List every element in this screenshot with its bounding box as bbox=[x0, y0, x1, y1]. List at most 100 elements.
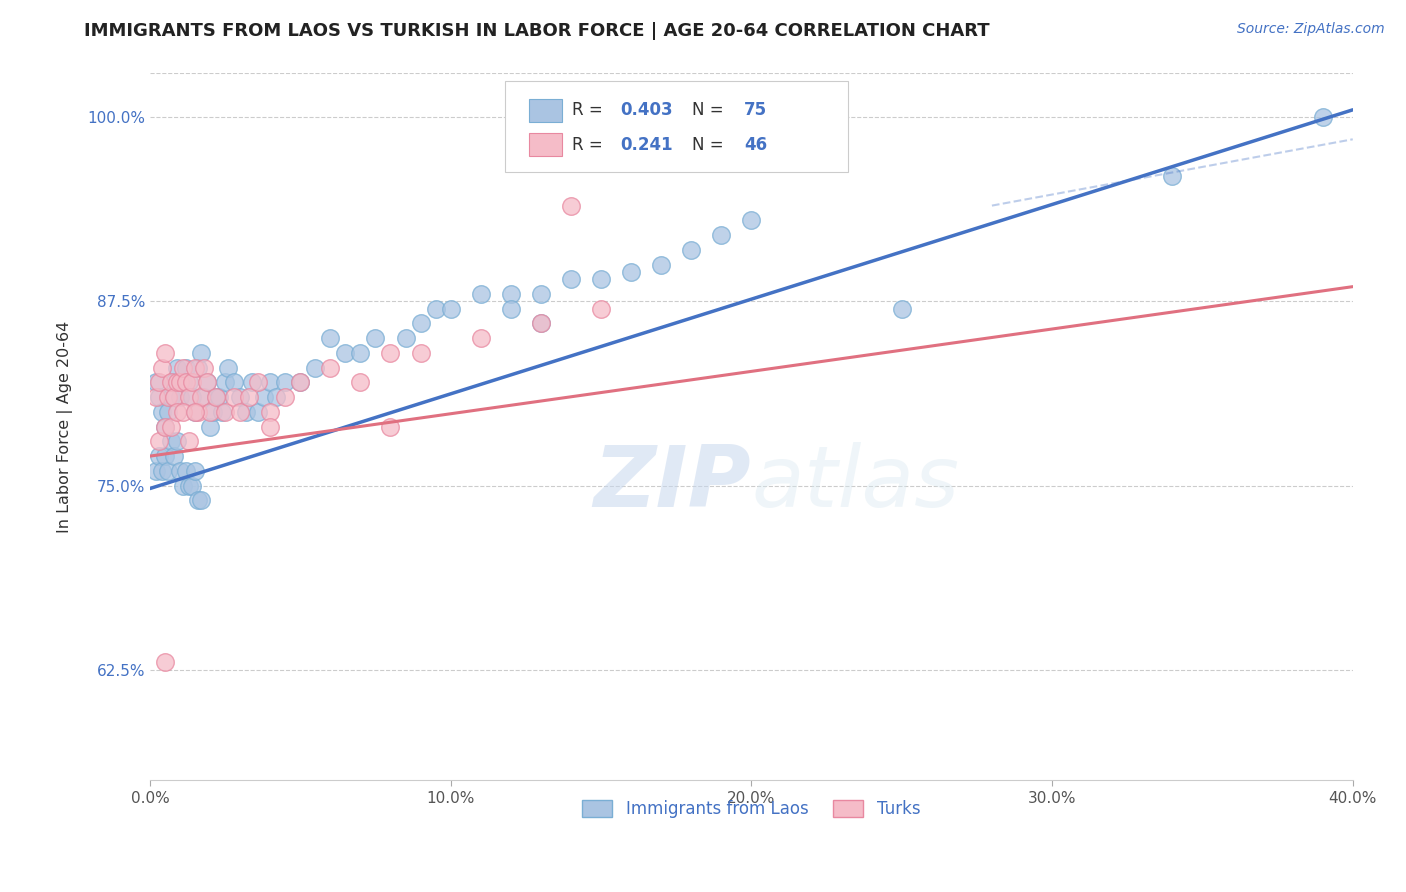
Point bbox=[380, 419, 402, 434]
Point bbox=[187, 405, 209, 419]
Point bbox=[148, 449, 170, 463]
Point bbox=[530, 317, 553, 331]
Point bbox=[190, 493, 212, 508]
Point bbox=[319, 360, 342, 375]
Point bbox=[195, 376, 218, 390]
Point bbox=[499, 287, 522, 301]
Y-axis label: In Labor Force | Age 20-64: In Labor Force | Age 20-64 bbox=[58, 320, 73, 533]
Point bbox=[214, 405, 236, 419]
Point bbox=[335, 346, 357, 360]
Text: N =: N = bbox=[692, 102, 730, 120]
Point bbox=[169, 464, 191, 478]
Point bbox=[229, 390, 252, 404]
Point bbox=[240, 376, 263, 390]
Point bbox=[181, 390, 204, 404]
Point bbox=[163, 390, 186, 404]
Point bbox=[195, 376, 218, 390]
Point bbox=[177, 376, 200, 390]
Point bbox=[172, 405, 194, 419]
Point bbox=[470, 287, 492, 301]
Point bbox=[1161, 169, 1184, 183]
Point bbox=[156, 405, 179, 419]
Point bbox=[202, 405, 225, 419]
Point bbox=[181, 478, 204, 492]
FancyBboxPatch shape bbox=[529, 99, 562, 122]
Point bbox=[169, 376, 191, 390]
Text: 0.403: 0.403 bbox=[620, 102, 673, 120]
Point bbox=[166, 405, 188, 419]
Point bbox=[166, 360, 188, 375]
Text: IMMIGRANTS FROM LAOS VS TURKISH IN LABOR FORCE | AGE 20-64 CORRELATION CHART: IMMIGRANTS FROM LAOS VS TURKISH IN LABOR… bbox=[84, 22, 990, 40]
Point bbox=[193, 390, 215, 404]
Point bbox=[174, 464, 197, 478]
Point bbox=[163, 449, 186, 463]
Text: 46: 46 bbox=[744, 136, 768, 154]
Point bbox=[205, 390, 228, 404]
Point bbox=[560, 198, 582, 212]
Point bbox=[187, 493, 209, 508]
Point bbox=[235, 405, 257, 419]
Point bbox=[530, 287, 553, 301]
Point bbox=[198, 405, 221, 419]
Text: atlas: atlas bbox=[751, 442, 959, 524]
Point bbox=[190, 390, 212, 404]
Point bbox=[150, 464, 173, 478]
Point bbox=[264, 390, 287, 404]
Point bbox=[153, 449, 176, 463]
Point bbox=[530, 317, 553, 331]
Point bbox=[274, 376, 297, 390]
Point bbox=[163, 376, 186, 390]
FancyBboxPatch shape bbox=[505, 81, 848, 172]
Point bbox=[208, 390, 231, 404]
Point bbox=[172, 376, 194, 390]
Point bbox=[681, 243, 703, 257]
Point bbox=[153, 656, 176, 670]
Point bbox=[650, 258, 672, 272]
Point bbox=[217, 360, 239, 375]
Point bbox=[409, 346, 432, 360]
Point bbox=[174, 360, 197, 375]
Point bbox=[156, 390, 179, 404]
Point bbox=[148, 390, 170, 404]
Point bbox=[380, 346, 402, 360]
Point bbox=[589, 301, 612, 316]
Point bbox=[198, 419, 221, 434]
Point bbox=[145, 376, 167, 390]
Text: R =: R = bbox=[572, 136, 609, 154]
Text: 75: 75 bbox=[744, 102, 768, 120]
Point bbox=[253, 390, 276, 404]
Legend: Immigrants from Laos, Turks: Immigrants from Laos, Turks bbox=[575, 794, 927, 825]
Point bbox=[166, 376, 188, 390]
Point bbox=[425, 301, 447, 316]
Point bbox=[184, 405, 207, 419]
Point bbox=[620, 265, 643, 279]
Point bbox=[145, 464, 167, 478]
Point bbox=[349, 376, 371, 390]
Point bbox=[172, 360, 194, 375]
Point bbox=[290, 376, 312, 390]
Point bbox=[224, 376, 246, 390]
Point bbox=[184, 405, 207, 419]
Point bbox=[274, 390, 297, 404]
Point bbox=[364, 331, 387, 345]
Point bbox=[290, 376, 312, 390]
Point bbox=[187, 360, 209, 375]
Point bbox=[169, 390, 191, 404]
Point bbox=[148, 434, 170, 449]
Point bbox=[181, 376, 204, 390]
Point bbox=[160, 419, 183, 434]
Point bbox=[247, 376, 270, 390]
Point bbox=[148, 376, 170, 390]
Point bbox=[190, 346, 212, 360]
Point bbox=[499, 301, 522, 316]
Point bbox=[224, 390, 246, 404]
Point bbox=[166, 434, 188, 449]
Point bbox=[710, 228, 733, 243]
Point bbox=[150, 405, 173, 419]
Text: N =: N = bbox=[692, 136, 730, 154]
Text: R =: R = bbox=[572, 102, 609, 120]
Point bbox=[211, 405, 233, 419]
Point bbox=[174, 376, 197, 390]
Point bbox=[740, 213, 762, 227]
Point bbox=[177, 390, 200, 404]
